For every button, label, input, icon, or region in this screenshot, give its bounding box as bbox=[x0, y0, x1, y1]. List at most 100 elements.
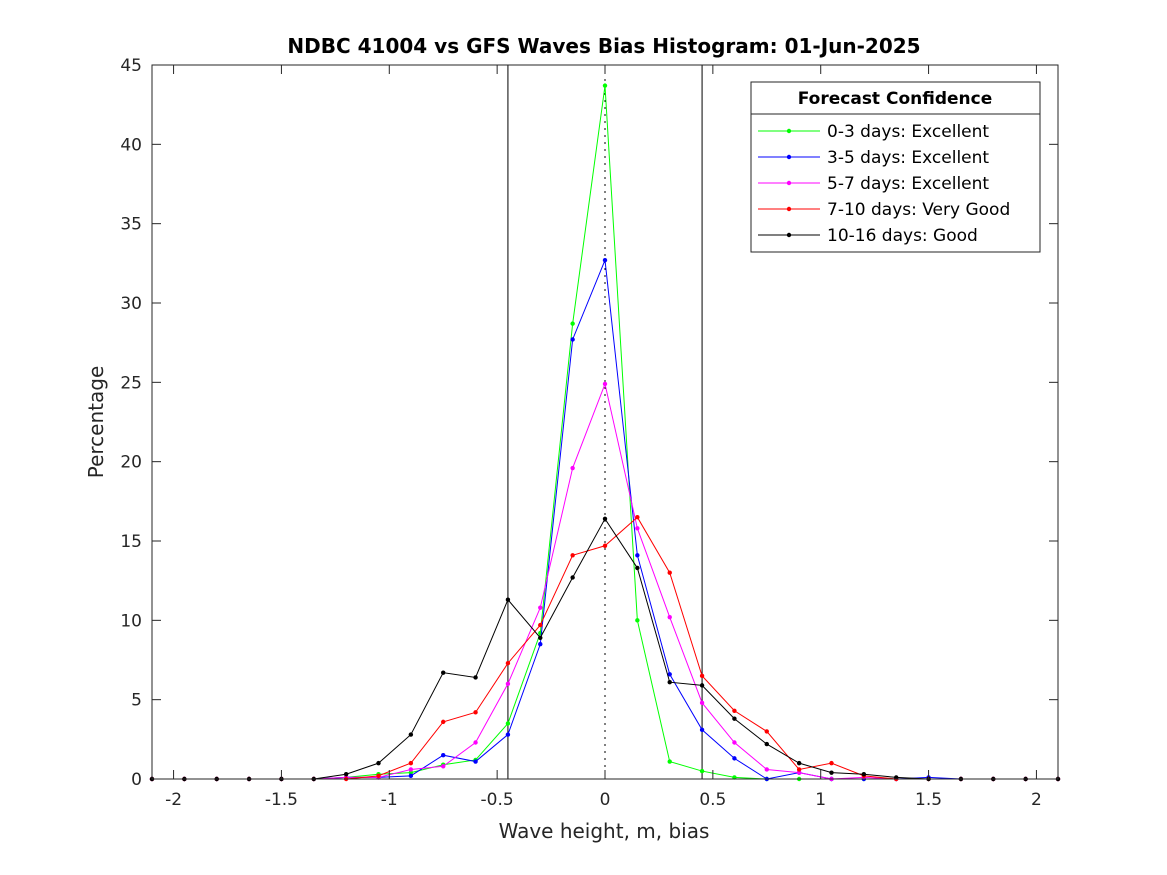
chart-title: NDBC 41004 vs GFS Waves Bias Histogram: … bbox=[287, 34, 920, 58]
reference-lines bbox=[507, 65, 703, 779]
data-point bbox=[635, 515, 640, 520]
x-tick-label: 1.5 bbox=[915, 790, 942, 810]
data-point bbox=[570, 553, 575, 558]
data-point bbox=[538, 635, 543, 640]
data-point bbox=[538, 641, 543, 647]
y-tick-label: 40 bbox=[120, 135, 142, 155]
data-point bbox=[796, 760, 802, 766]
legend-swatch-marker bbox=[786, 154, 792, 160]
legend-swatch-marker bbox=[786, 206, 792, 212]
data-point bbox=[505, 732, 511, 737]
data-point bbox=[408, 770, 414, 775]
legend-entry-label: 3-5 days: Excellent bbox=[827, 148, 989, 168]
data-point bbox=[699, 700, 705, 706]
data-point bbox=[538, 605, 543, 610]
data-point bbox=[635, 618, 640, 623]
x-tick-label: -1.5 bbox=[265, 790, 298, 810]
y-tick-label: 5 bbox=[131, 691, 142, 711]
data-point bbox=[376, 773, 381, 779]
x-tick-label: 0 bbox=[600, 790, 611, 810]
data-point bbox=[343, 772, 349, 777]
data-point bbox=[635, 526, 640, 531]
data-point bbox=[732, 708, 737, 713]
data-point bbox=[376, 760, 381, 766]
data-point bbox=[505, 721, 511, 726]
data-point bbox=[667, 570, 672, 575]
data-point bbox=[570, 321, 575, 326]
data-point bbox=[473, 710, 478, 715]
x-axis-label: Wave height, m, bias bbox=[499, 819, 710, 843]
y-tick-label: 30 bbox=[120, 294, 142, 314]
data-point bbox=[829, 770, 834, 775]
data-point bbox=[732, 716, 737, 721]
data-point bbox=[764, 741, 769, 747]
legend-entry-label: 10-16 days: Good bbox=[827, 226, 978, 246]
data-point bbox=[796, 767, 802, 772]
data-point bbox=[602, 83, 608, 88]
legend-entry-label: 7-10 days: Very Good bbox=[827, 200, 1010, 220]
x-tick-label: -2 bbox=[165, 790, 182, 810]
data-point bbox=[667, 614, 672, 620]
legend-items: 0-3 days: Excellent 3-5 days: Excellent 5-… bbox=[758, 122, 1010, 246]
data-point bbox=[764, 729, 769, 734]
y-tick-label: 45 bbox=[120, 56, 142, 76]
legend-box bbox=[750, 81, 1041, 253]
data-point bbox=[441, 753, 446, 758]
x-tick-label: 1 bbox=[815, 790, 826, 810]
y-tick-label: 10 bbox=[120, 611, 142, 631]
data-point bbox=[441, 670, 446, 675]
data-point bbox=[473, 759, 478, 764]
data-point bbox=[667, 672, 672, 677]
data-point bbox=[602, 381, 608, 387]
data-point bbox=[570, 465, 575, 471]
data-point bbox=[505, 597, 511, 602]
y-tick-label: 0 bbox=[131, 770, 142, 790]
data-point bbox=[408, 732, 414, 737]
data-point bbox=[441, 764, 446, 769]
data-point bbox=[732, 740, 737, 745]
data-point bbox=[699, 683, 705, 688]
x-tick-label: 2 bbox=[1031, 790, 1042, 810]
data-point bbox=[635, 553, 640, 558]
legend-swatch-marker bbox=[786, 232, 792, 238]
data-point bbox=[408, 773, 414, 779]
data-point bbox=[570, 337, 575, 342]
y-tick-label: 20 bbox=[120, 453, 142, 473]
data-point bbox=[505, 681, 511, 686]
y-tick-label: 15 bbox=[120, 532, 142, 552]
data-point bbox=[473, 675, 478, 680]
data-point bbox=[699, 727, 705, 733]
data-point bbox=[602, 516, 608, 521]
data-point bbox=[408, 767, 414, 772]
data-point bbox=[667, 759, 672, 764]
data-point bbox=[602, 543, 608, 548]
legend-title: Forecast Confidence bbox=[798, 89, 993, 109]
data-point bbox=[829, 760, 834, 766]
data-point bbox=[441, 719, 446, 725]
data-point bbox=[732, 756, 737, 761]
y-axis-label: Percentage bbox=[84, 366, 108, 479]
x-tick-label: -1 bbox=[381, 790, 398, 810]
data-point bbox=[505, 660, 511, 666]
data-point bbox=[570, 575, 575, 580]
data-point bbox=[635, 565, 640, 571]
data-point bbox=[538, 622, 543, 628]
data-point bbox=[699, 768, 705, 774]
x-axis: -2 -1.5 -1 -0.5 0 0.5 1 1.5 2 bbox=[165, 65, 1042, 810]
legend-swatch-marker bbox=[786, 180, 792, 186]
x-tick-label: 0.5 bbox=[699, 790, 726, 810]
legend-entry-label: 5-7 days: Excellent bbox=[827, 174, 989, 194]
legend-swatch-marker bbox=[786, 128, 792, 134]
data-point bbox=[473, 740, 478, 745]
data-point bbox=[699, 673, 705, 679]
data-point bbox=[408, 760, 414, 766]
data-point bbox=[764, 767, 769, 772]
legend: Forecast Confidence 0-3 days: Excellent 3… bbox=[750, 81, 1041, 253]
data-point bbox=[796, 770, 802, 775]
data-point bbox=[861, 772, 867, 777]
y-tick-label: 25 bbox=[120, 373, 142, 393]
x-tick-label: -0.5 bbox=[481, 790, 514, 810]
data-point bbox=[667, 680, 672, 685]
data-point bbox=[602, 257, 608, 263]
